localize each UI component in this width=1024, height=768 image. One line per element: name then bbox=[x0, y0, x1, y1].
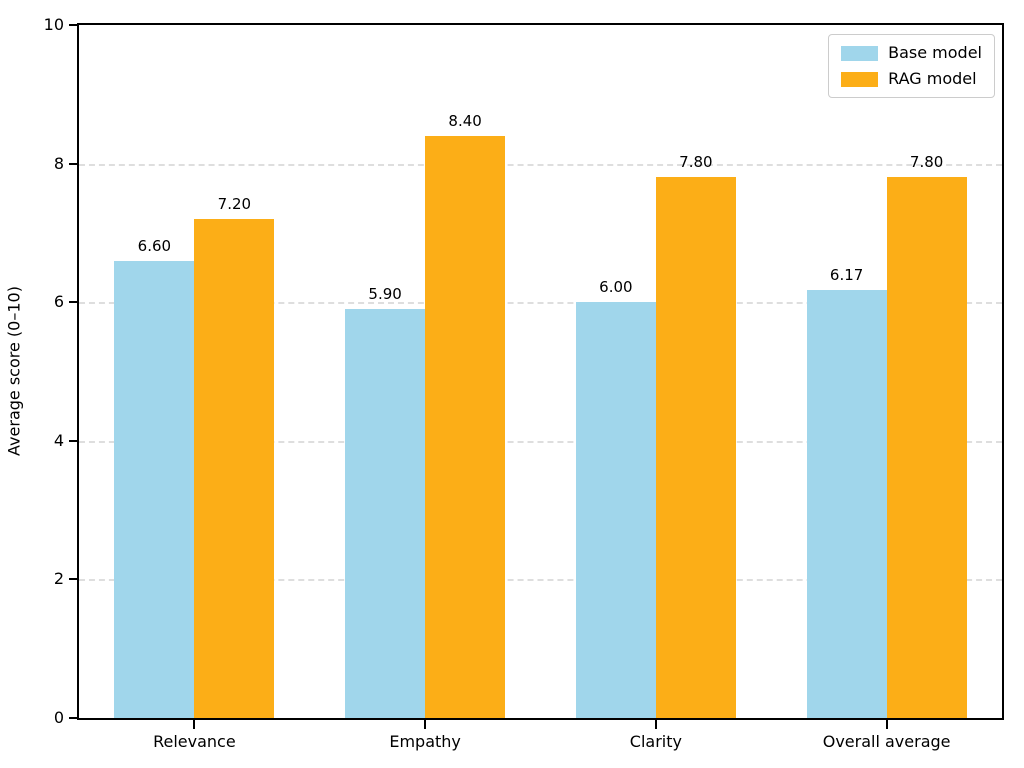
y-tick-label-2: 2 bbox=[53, 569, 64, 589]
bar-base-model-empathy bbox=[345, 309, 426, 718]
bar-rag-model-clarity bbox=[655, 177, 736, 718]
x-tick-mark-relevance bbox=[193, 720, 196, 729]
value-label-base-model-empathy: 5.90 bbox=[368, 285, 402, 304]
y-tick-mark-2 bbox=[69, 578, 78, 581]
legend-label-base-model: Base model bbox=[888, 43, 982, 62]
legend: Base model RAG model bbox=[828, 34, 995, 98]
bar-rag-model-overall-average bbox=[886, 177, 967, 718]
value-label-rag-model-overall-average: 7.80 bbox=[909, 153, 944, 172]
legend-item-base-model: Base model bbox=[841, 44, 982, 62]
x-tick-label-overall-average: Overall average bbox=[822, 732, 951, 751]
y-tick-mark-10 bbox=[69, 24, 78, 26]
y-tick-label-4: 4 bbox=[53, 430, 64, 450]
x-tick-mark-empathy bbox=[424, 720, 427, 729]
legend-swatch-base-model bbox=[841, 45, 879, 61]
y-tick-label-10: 10 bbox=[43, 15, 64, 34]
value-label-base-model-overall-average: 6.17 bbox=[829, 266, 864, 285]
x-tick-label-clarity: Clarity bbox=[629, 732, 682, 751]
gridline-y-8 bbox=[79, 163, 1002, 166]
y-tick-label-6: 6 bbox=[53, 292, 64, 312]
bar-base-model-overall-average bbox=[806, 290, 887, 718]
legend-label-rag-model: RAG model bbox=[888, 69, 977, 88]
y-tick-mark-8 bbox=[69, 162, 78, 165]
value-label-base-model-relevance: 6.60 bbox=[137, 236, 172, 255]
y-tick-mark-6 bbox=[69, 301, 78, 304]
y-tick-label-0: 0 bbox=[53, 708, 64, 727]
x-tick-mark-overall-average bbox=[885, 720, 888, 729]
legend-item-rag-model: RAG model bbox=[841, 70, 982, 88]
gridline-y-2 bbox=[79, 579, 1002, 582]
value-label-rag-model-clarity: 7.80 bbox=[679, 153, 713, 172]
bar-rag-model-relevance bbox=[194, 219, 275, 718]
x-tick-label-empathy: Empathy bbox=[389, 732, 461, 751]
x-tick-label-relevance: Relevance bbox=[153, 732, 236, 751]
legend-swatch-rag-model bbox=[841, 71, 879, 87]
y-tick-mark-0 bbox=[69, 717, 78, 719]
value-label-rag-model-relevance: 7.20 bbox=[217, 195, 252, 214]
bar-base-model-relevance bbox=[114, 260, 195, 718]
value-label-rag-model-empathy: 8.40 bbox=[448, 111, 482, 130]
y-tick-label-8: 8 bbox=[53, 153, 64, 173]
gridline-y-4 bbox=[79, 440, 1002, 443]
bar-rag-model-empathy bbox=[425, 135, 506, 718]
plot-area: 6.60 5.90 6.00 6.17 7.20 8.40 7.80 7.80 Base mo… bbox=[77, 23, 1004, 720]
bar-base-model-clarity bbox=[575, 302, 656, 718]
gridline-y-6 bbox=[79, 302, 1002, 305]
y-tick-mark-4 bbox=[69, 439, 78, 442]
value-label-base-model-clarity: 6.00 bbox=[599, 278, 633, 297]
x-tick-mark-clarity bbox=[654, 720, 657, 729]
